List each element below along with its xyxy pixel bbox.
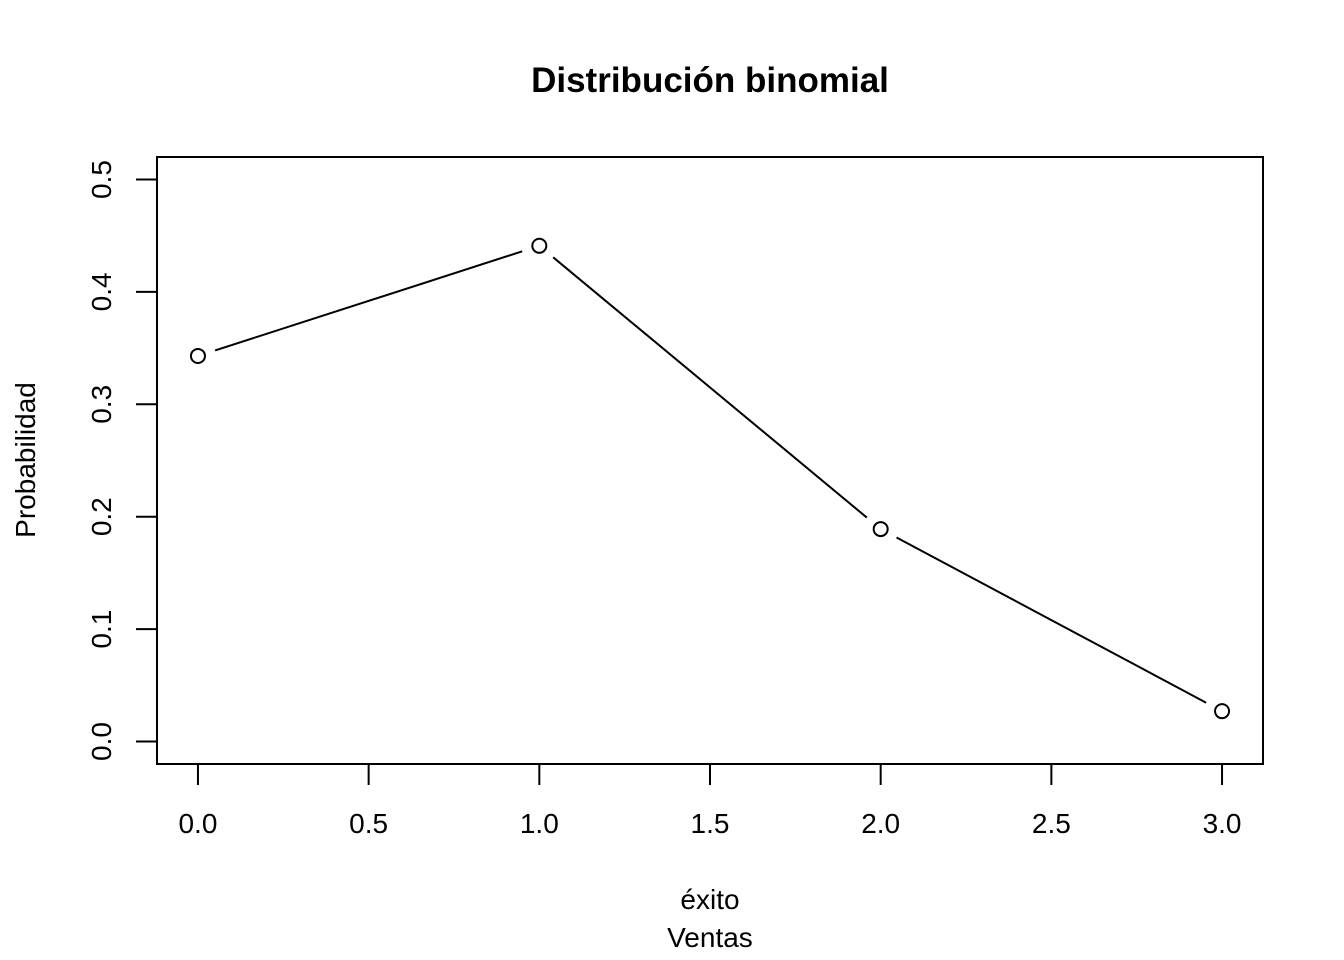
- y-axis: 0.0 0.1 0.2 0.3 0.4 0.5: [86, 160, 157, 761]
- data-series: [189, 237, 1231, 720]
- x-tick-label: 1.0: [520, 808, 559, 839]
- y-tick-label: 0.0: [86, 722, 117, 761]
- data-point: [1214, 703, 1231, 720]
- y-axis-label: Probabilidad: [10, 382, 41, 538]
- x-tick-label: 3.0: [1203, 808, 1242, 839]
- x-tick-label: 0.0: [178, 808, 217, 839]
- plot-frame: [156, 156, 1264, 765]
- x-axis-label-secondary: Ventas: [667, 922, 753, 953]
- x-tick-label: 2.0: [861, 808, 900, 839]
- data-point: [872, 521, 889, 538]
- x-tick-label: 0.5: [349, 808, 388, 839]
- x-axis: 0.0 0.5 1.0 1.5 2.0 2.5 3.0: [178, 764, 1242, 839]
- x-tick-label: 1.5: [691, 808, 730, 839]
- y-tick-label: 0.5: [86, 160, 117, 199]
- y-tick-label: 0.1: [86, 610, 117, 649]
- data-point: [189, 347, 206, 364]
- chart-title: Distribución binomial: [531, 61, 889, 100]
- y-tick-label: 0.3: [86, 385, 117, 424]
- y-tick-label: 0.2: [86, 497, 117, 536]
- data-point: [531, 237, 548, 254]
- x-tick-label: 2.5: [1032, 808, 1071, 839]
- y-tick-label: 0.4: [86, 272, 117, 311]
- series-segment: [552, 256, 868, 519]
- series-segment: [896, 536, 1207, 704]
- series-segment: [214, 250, 523, 352]
- x-axis-label: éxito: [680, 884, 739, 915]
